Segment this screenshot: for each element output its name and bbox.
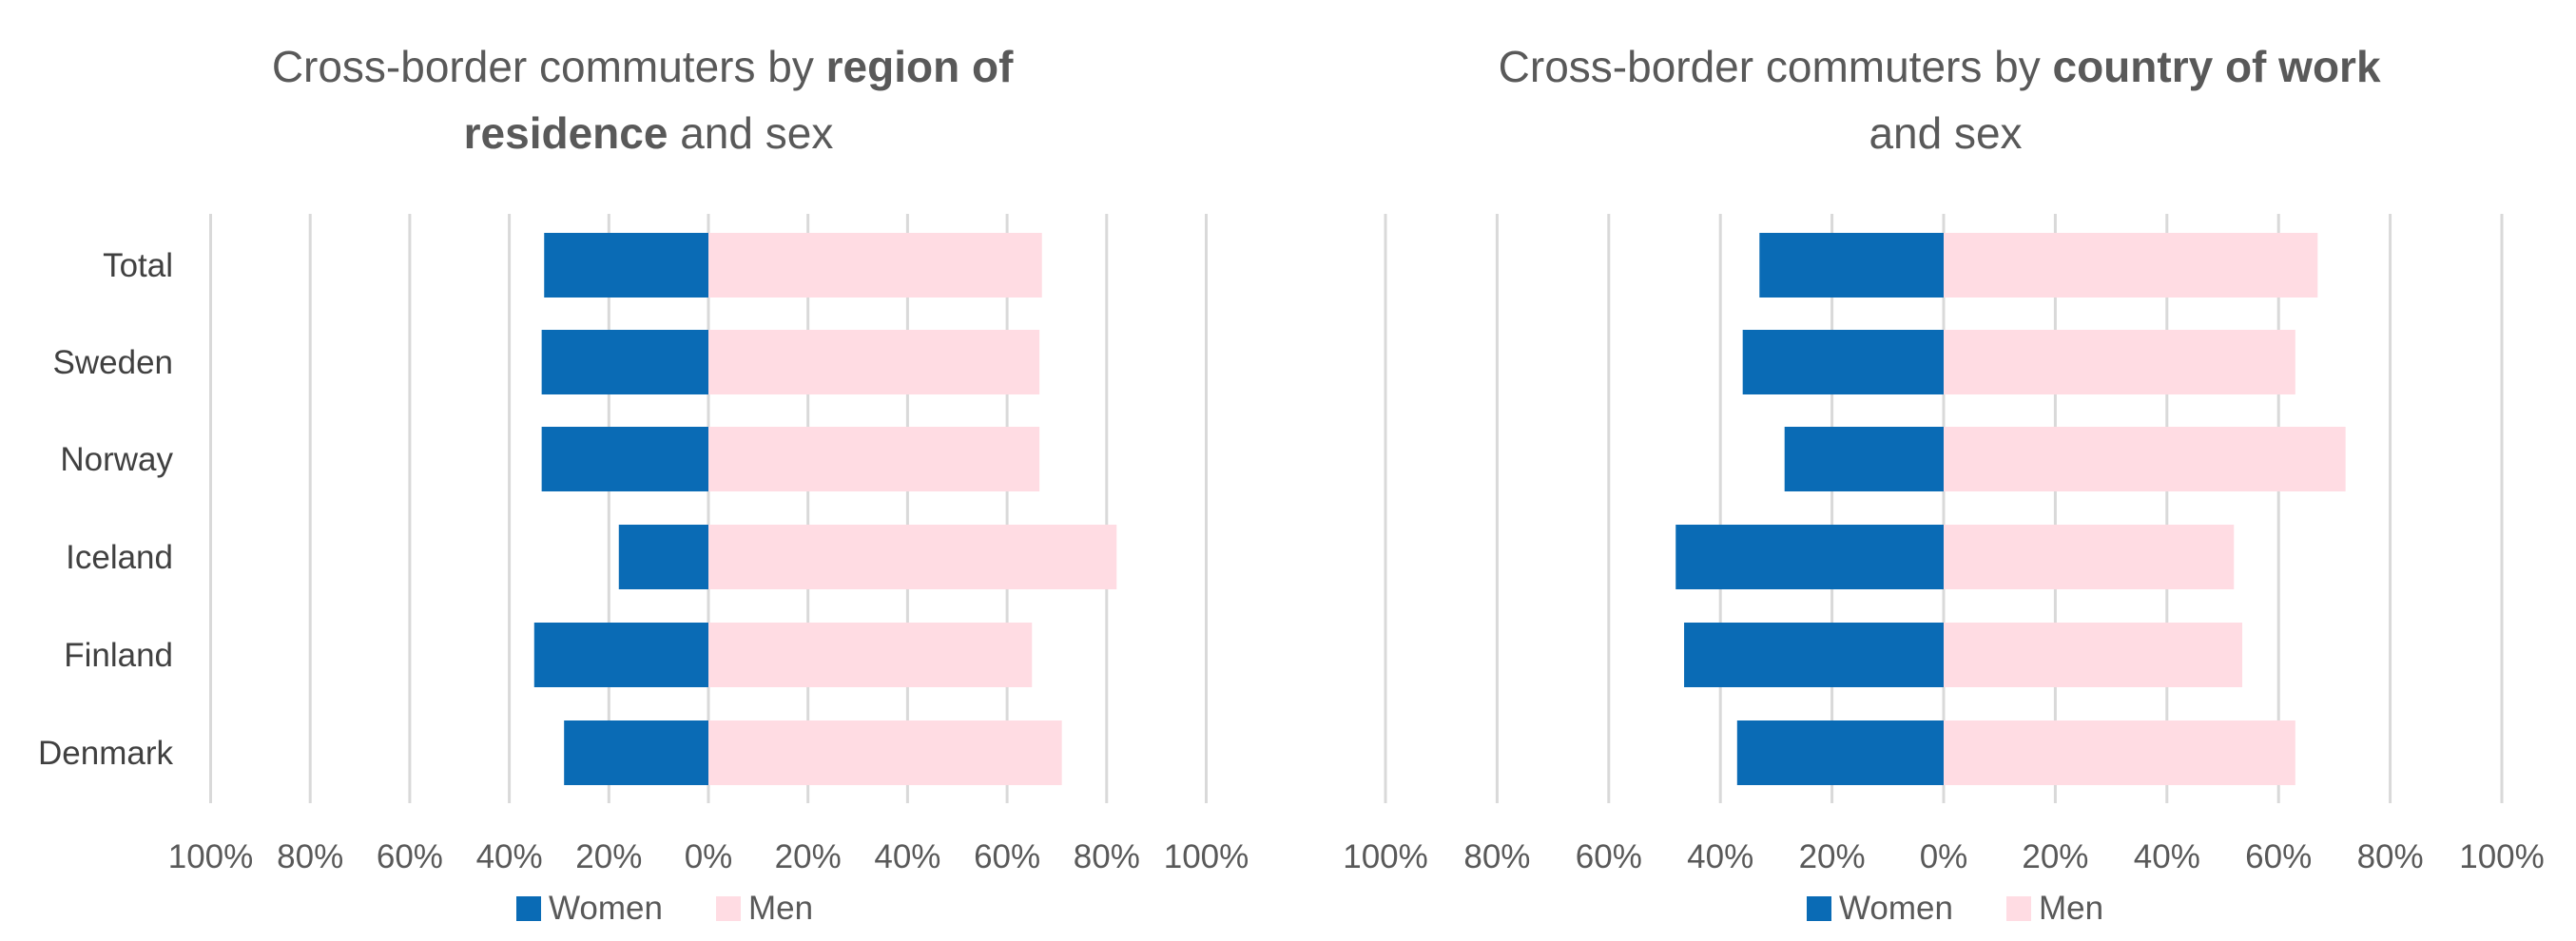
bar-men-finland xyxy=(1944,623,2243,687)
x-tick-label: 60% xyxy=(2245,838,2312,875)
x-tick-label: 0% xyxy=(1920,838,1968,875)
bar-women-sweden xyxy=(541,330,708,394)
chart-2-title-part-2: country of work xyxy=(2053,42,2381,91)
chart-2-title: Cross-border commuters by country of wor… xyxy=(1499,42,2393,158)
x-tick-label: 100% xyxy=(1343,838,1428,875)
x-tick-label: 0% xyxy=(685,838,733,875)
x-tick-label: 60% xyxy=(377,838,443,875)
bar-women-finland xyxy=(533,623,708,687)
bar-women-total xyxy=(544,233,708,298)
bar-men-finland xyxy=(708,623,1033,687)
x-tick-label: 20% xyxy=(1799,838,1866,875)
bar-women-norway xyxy=(1784,427,1944,491)
x-tick-label: 40% xyxy=(476,838,543,875)
x-tick-label: 100% xyxy=(1164,838,1249,875)
chart-1-title-part-3: residence xyxy=(464,108,668,158)
x-tick-label: 40% xyxy=(2134,838,2200,875)
bar-women-iceland xyxy=(1675,525,1944,589)
x-tick-label: 20% xyxy=(775,838,842,875)
category-label-total: Total xyxy=(103,247,173,284)
chart-1-title-part-1: Cross-border commuters by xyxy=(272,42,826,91)
chart-1-title: Cross-border commuters by region of resi… xyxy=(272,42,1025,158)
bar-men-norway xyxy=(1944,427,2346,491)
legend-men-swatch xyxy=(716,896,741,921)
chart-1-title-part-4: and sex xyxy=(668,108,833,158)
bar-women-denmark xyxy=(1736,720,1944,785)
bar-women-denmark xyxy=(564,720,708,785)
bar-men-denmark xyxy=(1944,720,2295,785)
bar-women-total xyxy=(1759,233,1944,298)
bar-men-iceland xyxy=(708,525,1117,589)
legend-men-label: Men xyxy=(2039,890,2103,927)
x-tick-label: 80% xyxy=(1074,838,1140,875)
chart-2-title-part-1: Cross-border commuters by xyxy=(1499,42,2053,91)
bar-men-norway xyxy=(708,427,1040,491)
x-tick-label: 100% xyxy=(2459,838,2545,875)
bar-men-total xyxy=(1944,233,2318,298)
x-tick-label: 80% xyxy=(277,838,343,875)
bar-women-finland xyxy=(1684,623,1944,687)
bar-women-iceland xyxy=(618,525,708,589)
chart-2-title-part-3: and sex xyxy=(1869,108,2022,158)
legend-women-swatch xyxy=(516,896,541,921)
legend-women-swatch xyxy=(1807,896,1831,921)
legend-men-label: Men xyxy=(748,890,813,927)
legend-women-label: Women xyxy=(1839,890,1953,927)
bar-men-sweden xyxy=(1944,330,2295,394)
x-tick-label: 60% xyxy=(1576,838,1642,875)
chart-2: 100% 80% 60% 40% 20% 0% 20% 40% 60% 80% 100% Women M… xyxy=(1343,214,2545,927)
bar-men-iceland xyxy=(1944,525,2235,589)
x-tick-label: 80% xyxy=(2357,838,2424,875)
chart-1-title-part-2: region of xyxy=(826,42,1014,91)
bar-men-sweden xyxy=(708,330,1040,394)
x-tick-label: 40% xyxy=(874,838,940,875)
category-label-norway: Norway xyxy=(60,441,173,478)
x-tick-label: 100% xyxy=(168,838,254,875)
x-tick-label: 20% xyxy=(575,838,642,875)
x-tick-label: 20% xyxy=(2022,838,2088,875)
category-label-denmark: Denmark xyxy=(38,735,173,772)
category-label-sweden: Sweden xyxy=(53,344,173,381)
legend-women-label: Women xyxy=(549,890,663,927)
bar-men-denmark xyxy=(708,720,1062,785)
category-label-iceland: Iceland xyxy=(66,539,173,576)
bar-men-total xyxy=(708,233,1042,298)
legend-men-swatch xyxy=(2006,896,2031,921)
chart-1: 100% 80% 60% 40% 20% 0% 20% 40% 60% 80% 100% Total S… xyxy=(38,214,1249,927)
bar-women-norway xyxy=(541,427,708,491)
x-tick-label: 40% xyxy=(1687,838,1753,875)
x-tick-label: 60% xyxy=(974,838,1040,875)
x-tick-label: 80% xyxy=(1463,838,1530,875)
bar-women-sweden xyxy=(1742,330,1944,394)
category-label-finland: Finland xyxy=(64,637,173,674)
